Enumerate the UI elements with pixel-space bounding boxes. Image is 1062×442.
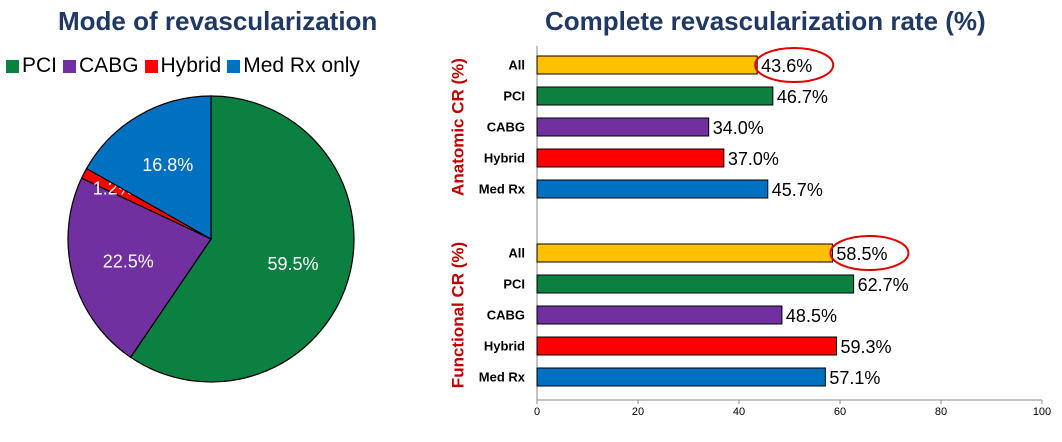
bar-chart-title: Complete revascularization rate (%) <box>545 6 986 36</box>
pie-legend: PCI CABG Hybrid Med Rx only <box>6 54 366 78</box>
legend-swatch-hybrid <box>144 59 158 73</box>
x-tick-label-0: 0 <box>534 406 540 418</box>
bar-anatomic-cr-all <box>536 55 758 75</box>
pie-label-cabg: 22.5% <box>103 252 154 272</box>
legend-item-pci: PCI <box>6 54 57 78</box>
value-label-functional-cr-cabg: 48.5% <box>786 306 837 326</box>
category-label-anatomic-cr-cabg: CABG <box>487 120 525 135</box>
legend-label-cabg: CABG <box>79 54 139 77</box>
category-label-functional-cr-hybrid: Hybrid <box>484 339 525 354</box>
bar-functional-cr-pci <box>536 274 855 294</box>
legend-item-hybrid: Hybrid <box>144 54 222 78</box>
pie-slice-med-rx-only <box>85 95 212 241</box>
value-label-anatomic-cr-cabg: 34.0% <box>713 118 764 138</box>
value-label-anatomic-cr-med-rx: 45.7% <box>772 180 823 200</box>
value-label-functional-cr-med-rx: 57.1% <box>829 368 880 388</box>
legend-label-med-rx-only: Med Rx only <box>243 54 360 77</box>
value-label-functional-cr-hybrid: 59.3% <box>840 337 891 357</box>
legend-swatch-med-rx-only <box>227 59 241 73</box>
pie-label-med-rx-only: 16.8% <box>142 155 193 175</box>
category-label-functional-cr-all: All <box>508 246 525 261</box>
legend-item-cabg: CABG <box>63 54 139 78</box>
x-tick-label-100: 100 <box>1033 406 1051 418</box>
value-label-functional-cr-pci: 62.7% <box>858 275 909 295</box>
pie-chart: 59.5%22.5%1.2%16.8% <box>67 95 355 383</box>
pie-slice-pci <box>129 95 355 383</box>
highlight-circle-functional-cr <box>829 235 910 271</box>
pie-slice-cabg <box>67 177 212 359</box>
bar-anatomic-cr-pci <box>536 86 774 106</box>
group-label-anatomic-cr: Anatomic CR (%) <box>449 58 468 196</box>
value-label-anatomic-cr-hybrid: 37.0% <box>728 149 779 169</box>
legend-swatch-cabg <box>63 59 77 73</box>
legend-item-med-rx-only: Med Rx only <box>227 54 360 78</box>
bar-functional-cr-cabg <box>536 305 783 325</box>
category-label-functional-cr-cabg: CABG <box>487 308 525 323</box>
bar-functional-cr-all <box>536 243 833 263</box>
legend-label-hybrid: Hybrid <box>160 54 222 77</box>
category-label-anatomic-cr-all: All <box>508 58 525 73</box>
x-tick-label-60: 60 <box>834 406 846 418</box>
category-label-functional-cr-med-rx: Med Rx <box>479 370 526 385</box>
pie-chart-title: Mode of revascularization <box>58 6 378 36</box>
category-label-anatomic-cr-hybrid: Hybrid <box>484 151 525 166</box>
bar-anatomic-cr-hybrid <box>536 148 725 168</box>
value-label-anatomic-cr-pci: 46.7% <box>777 87 828 107</box>
group-label-functional-cr: Functional CR (%) <box>449 242 468 388</box>
category-label-functional-cr-pci: PCI <box>503 277 525 292</box>
bar-functional-cr-med-rx <box>536 367 826 387</box>
legend-swatch-pci <box>6 59 19 73</box>
x-tick-label-80: 80 <box>935 406 947 418</box>
pie-label-pci: 59.5% <box>267 254 318 274</box>
bar-anatomic-cr-med-rx <box>536 179 769 199</box>
legend-label-pci: PCI <box>22 54 58 77</box>
value-label-functional-cr-all: 58.5% <box>836 244 887 264</box>
x-tick-label-40: 40 <box>733 406 745 418</box>
bar-functional-cr-hybrid <box>536 336 837 356</box>
value-label-anatomic-cr-all: 43.6% <box>761 56 812 76</box>
category-label-anatomic-cr-pci: PCI <box>503 89 525 104</box>
highlight-circle-anatomic-cr <box>754 47 835 83</box>
x-tick-label-20: 20 <box>632 406 644 418</box>
bar-anatomic-cr-cabg <box>536 117 710 137</box>
category-label-anatomic-cr-med-rx: Med Rx <box>479 182 526 197</box>
